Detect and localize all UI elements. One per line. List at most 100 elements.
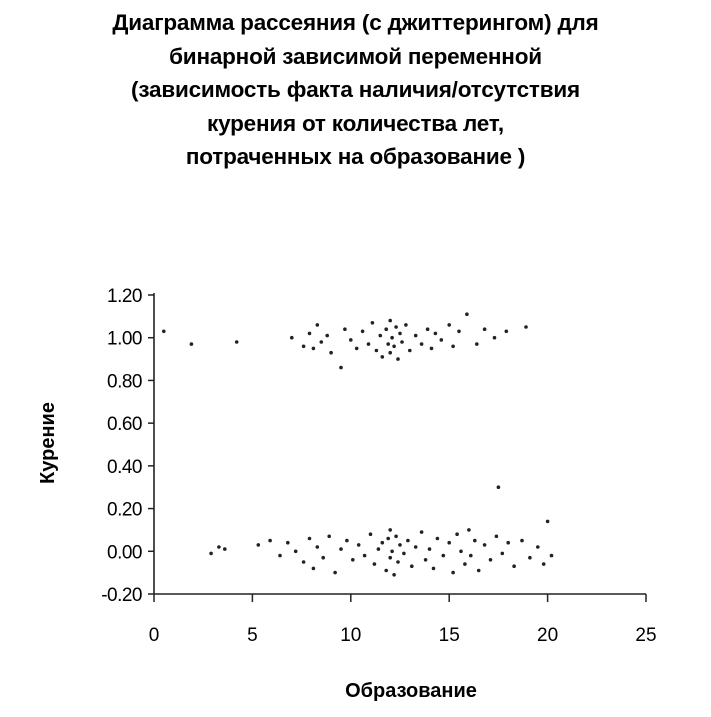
data-point [388, 555, 393, 560]
data-point [496, 485, 501, 490]
data-point [482, 327, 487, 332]
data-point [268, 538, 272, 543]
data-point [433, 331, 438, 336]
y-tick-label: 0.40 [107, 457, 142, 478]
data-point [256, 543, 261, 547]
data-point [392, 573, 396, 577]
data-point [366, 342, 371, 346]
data-point [441, 553, 446, 558]
data-point [423, 558, 428, 562]
data-point [307, 331, 312, 336]
data-point [451, 570, 455, 575]
data-point [189, 342, 194, 346]
axes-layer [148, 293, 647, 602]
data-point [315, 323, 320, 327]
data-point [370, 321, 375, 325]
data-point [506, 540, 511, 545]
data-point [459, 549, 463, 554]
data-point [427, 547, 432, 551]
data-point [504, 329, 509, 334]
data-point [419, 530, 424, 534]
data-point [425, 327, 430, 332]
data-point [286, 540, 290, 545]
y-tick-label: -0.20 [101, 585, 142, 606]
data-point [475, 342, 479, 346]
data-point [390, 335, 394, 340]
data-point [384, 327, 389, 332]
data-point [465, 312, 469, 317]
data-point [408, 348, 412, 353]
data-point [388, 528, 393, 532]
data-point [278, 553, 282, 558]
data-point [494, 534, 499, 539]
data-point [455, 532, 459, 536]
data-point [541, 562, 546, 566]
data-point [390, 549, 394, 554]
data-point [396, 560, 400, 564]
y-tick-label: 1.20 [107, 286, 142, 307]
data-point [209, 551, 213, 556]
data-point [327, 534, 332, 539]
x-tick-label: 0 [149, 625, 160, 646]
y-tick-label: 0.20 [107, 500, 142, 521]
data-point [488, 558, 493, 562]
data-point [473, 538, 477, 543]
data-point [354, 346, 359, 351]
data-point [329, 350, 333, 355]
points-layer [162, 312, 554, 577]
data-point [392, 344, 396, 349]
chart-title-line-5: потраченных на образование ) [185, 144, 526, 169]
data-point [400, 340, 404, 344]
data-point [162, 329, 166, 334]
data-point [492, 335, 497, 340]
data-point [545, 519, 550, 524]
tick-labels: -0.20 0.00 0.20 0.40 0.60 0.80 1.00 1.20 0 5 10 15 2… [101, 286, 656, 646]
data-point [372, 562, 377, 566]
data-point [476, 568, 481, 573]
data-point [439, 338, 444, 342]
data-point [223, 547, 227, 551]
data-point [431, 566, 436, 571]
data-point [349, 338, 353, 342]
data-point [396, 357, 400, 361]
data-point [374, 348, 379, 353]
data-point [362, 553, 367, 558]
data-point [467, 528, 471, 532]
data-point [406, 538, 410, 543]
data-point [394, 325, 398, 329]
data-point [311, 346, 316, 351]
data-point [388, 318, 393, 323]
data-point [339, 547, 343, 551]
y-tick-label: 0.80 [107, 371, 142, 392]
data-point [451, 344, 455, 349]
data-point [447, 323, 452, 327]
data-point [378, 333, 383, 338]
data-point [217, 545, 221, 549]
data-point [404, 323, 408, 327]
y-tick-label: 1.00 [107, 329, 142, 350]
data-point [315, 545, 320, 549]
y-axis-label: Курение [37, 402, 59, 484]
data-point [512, 564, 516, 568]
data-point [435, 536, 440, 541]
data-point [339, 365, 343, 370]
data-point [398, 331, 402, 336]
data-point [402, 551, 406, 556]
chart-title-line-2: бинарной зависимой переменной [169, 43, 542, 69]
data-point [301, 344, 306, 349]
data-point [319, 340, 324, 344]
data-point [345, 538, 349, 543]
data-point [376, 547, 381, 551]
data-point [356, 543, 361, 547]
data-point [307, 536, 312, 541]
data-point [380, 540, 385, 545]
data-point [321, 555, 326, 560]
data-point [360, 329, 365, 334]
data-point [394, 534, 398, 539]
x-tick-label: 10 [340, 625, 361, 646]
data-point [386, 342, 391, 346]
data-point [410, 564, 414, 568]
chart-title: Диаграмма рассеяния (с джиттерингом) для… [0, 6, 711, 174]
data-point [429, 346, 434, 351]
